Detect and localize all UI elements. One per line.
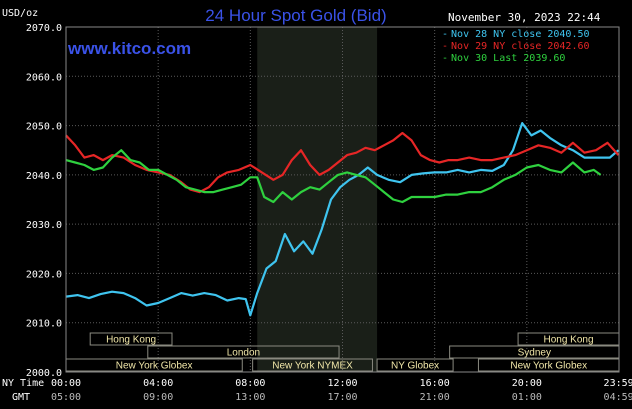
legend-entry-nov28: - Nov 28 NY close 2040.50 [442, 29, 590, 40]
grid-lines [66, 27, 619, 372]
y-tick-label: 2010.0 [26, 319, 62, 330]
x-tick-label-gmt: 17:00 [327, 392, 357, 403]
y-axis-ticks: 2000.0 2010.0 2020.0 2030.0 2040.0 2050.0 2060… [26, 23, 62, 379]
x-tick-label-gmt: 09:00 [143, 392, 173, 403]
legend-text-nov29: Nov 29 NY close 2042.60 [451, 41, 589, 52]
timestamp: November 30, 2023 22:44 [448, 11, 601, 24]
x-tick-label-gmt: 13:00 [235, 392, 265, 403]
y-tick-label: 2070.0 [26, 23, 62, 34]
y-tick-label: 2000.0 [26, 368, 62, 379]
session-bar [376, 358, 454, 372]
x-tick-label-ny: 16:00 [420, 378, 450, 389]
session-label: New York Globex [116, 361, 193, 372]
plot-border [65, 26, 620, 373]
y-tick-label: 2030.0 [26, 220, 62, 231]
session-label: London [227, 348, 260, 359]
x-tick-label-gmt: 05:00 [51, 392, 81, 403]
x-tick-label-ny: 23:59 [604, 378, 632, 389]
x-tick-label-ny: 12:00 [327, 378, 357, 389]
session-bar [252, 358, 373, 372]
legend-entry-nov29: - Nov 29 NY close 2042.60 [442, 41, 590, 52]
trading-sessions: Hong Kong Hong Kong London Sydney New York G… [65, 332, 620, 372]
series-lines [65, 122, 620, 317]
x-tick-label-gmt: 04:59 [604, 392, 632, 403]
x-tick-label-gmt: 21:00 [420, 392, 450, 403]
legend: - Nov 28 NY close 2040.50 - Nov 29 NY clos… [442, 29, 590, 64]
y-tick-label: 2020.0 [26, 269, 62, 280]
y-tick-label: 2050.0 [26, 122, 62, 133]
session-label: Sydney [518, 348, 551, 359]
y-axis-label: USD/oz [2, 8, 38, 19]
legend-text-nov30: Nov 30 Last 2039.60 [451, 53, 565, 64]
x-tick-label-ny: 00:00 [51, 378, 81, 389]
source-watermark: www.kitco.com [67, 39, 191, 58]
x-axis-label-ny-time: NY Time [2, 378, 44, 389]
legend-marker-nov28: - [442, 29, 448, 40]
x-tick-label-ny: 20:00 [512, 378, 542, 389]
x-tick-label-ny: 08:00 [235, 378, 265, 389]
legend-text-nov28: Nov 28 NY close 2040.50 [451, 29, 589, 40]
x-axis-ticks: 00:00 05:00 04:00 09:00 08:00 13:00 12:00 17:00… [51, 378, 632, 403]
chart-title: 24 Hour Spot Gold (Bid) [205, 6, 386, 25]
session-label: Hong Kong [106, 335, 156, 346]
series-line-2 [65, 149, 602, 204]
legend-marker-nov29: - [442, 41, 448, 52]
session-label: New York Globex [510, 361, 587, 372]
x-tick-label-gmt: 01:00 [512, 392, 542, 403]
session-bar [147, 345, 340, 359]
session-label: NY Globex [391, 361, 439, 372]
session-label: Hong Kong [544, 335, 594, 346]
series-line-1 [65, 131, 620, 194]
y-tick-label: 2060.0 [26, 72, 62, 83]
x-tick-label-ny: 04:00 [143, 378, 173, 389]
x-axis-label-gmt: GMT [12, 392, 30, 403]
legend-marker-nov30: - [442, 53, 448, 64]
legend-entry-nov30: - Nov 30 Last 2039.60 [442, 53, 565, 64]
session-label: New York NYMEX [272, 361, 353, 372]
session-bar [89, 332, 173, 346]
series-line-0 [65, 122, 620, 317]
y-tick-label: 2040.0 [26, 171, 62, 182]
